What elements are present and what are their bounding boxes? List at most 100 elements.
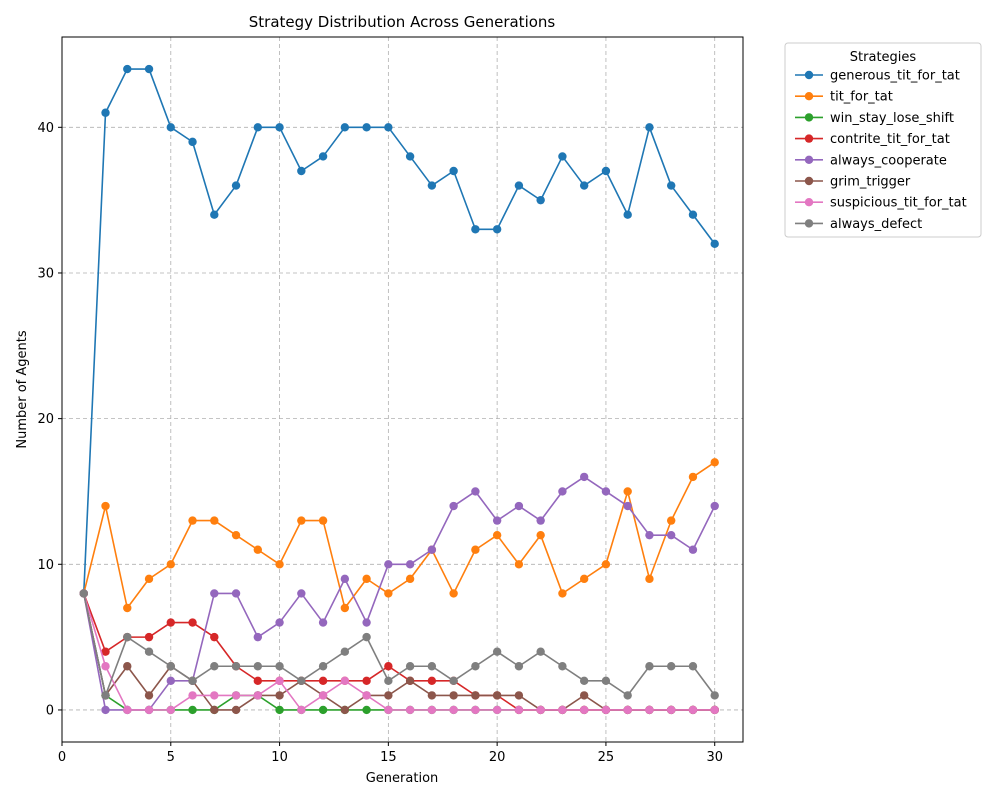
data-point: [318, 516, 328, 525]
data-point: [514, 691, 524, 700]
y-tick-label: 10: [37, 558, 54, 573]
data-point: [318, 705, 328, 715]
data-point: [210, 589, 219, 598]
legend-label: win_stay_lose_shift: [830, 111, 954, 126]
data-point: [123, 705, 132, 715]
data-point: [667, 662, 676, 671]
data-point: [188, 618, 197, 627]
data-point: [79, 589, 88, 598]
legend-item: contrite_tit_for_tat: [795, 132, 950, 147]
data-point: [253, 691, 263, 700]
data-point: [166, 618, 175, 627]
data-point: [427, 691, 437, 700]
data-point: [579, 574, 589, 584]
data-point: [101, 662, 110, 671]
data-point: [166, 676, 175, 686]
data-point: [710, 691, 719, 700]
data-point: [645, 574, 654, 584]
legend-swatch-marker: [804, 134, 814, 143]
data-point: [405, 662, 415, 671]
data-point: [427, 705, 437, 715]
data-point: [144, 632, 154, 642]
data-point: [623, 705, 632, 715]
data-point: [275, 691, 284, 700]
series-tit-for-tat: [79, 458, 719, 613]
y-tick-label: 20: [37, 412, 54, 427]
data-point: [362, 632, 371, 642]
data-point: [601, 676, 611, 686]
series-line: [82, 476, 716, 711]
data-point: [579, 691, 589, 700]
data-point: [384, 589, 393, 598]
data-point: [297, 516, 306, 525]
legend-label: generous_tit_for_tat: [830, 69, 960, 84]
data-point: [144, 574, 154, 584]
data-point: [384, 705, 393, 715]
data-point: [514, 181, 524, 190]
data-point: [166, 560, 175, 569]
series-always-defect: [79, 589, 719, 700]
data-point: [623, 210, 632, 219]
data-point: [601, 560, 611, 569]
legend-item: win_stay_lose_shift: [795, 111, 954, 126]
data-point: [536, 195, 545, 205]
data-point: [492, 647, 502, 656]
legend-item: generous_tit_for_tat: [795, 69, 960, 84]
legend: Strategies generous_tit_for_tat tit_for_t…: [784, 42, 982, 238]
data-point: [405, 705, 415, 715]
data-point: [601, 166, 611, 176]
data-point: [558, 662, 567, 671]
data-point: [623, 487, 632, 496]
data-point: [427, 545, 437, 554]
data-point: [362, 618, 371, 627]
data-point: [231, 589, 241, 598]
data-point: [558, 152, 567, 161]
series-generous-tit-for-tat: [79, 64, 719, 598]
data-point: [405, 676, 415, 686]
data-point: [405, 574, 415, 584]
legend-swatch-marker: [804, 113, 814, 122]
data-point: [123, 632, 132, 642]
legend-label: always_defect: [830, 217, 922, 232]
data-point: [427, 676, 437, 686]
y-tick-label: 30: [37, 266, 54, 281]
data-point: [384, 691, 393, 700]
x-tick-label: 20: [489, 750, 506, 765]
data-point: [645, 705, 654, 715]
data-point: [144, 691, 154, 700]
data-point: [536, 705, 545, 715]
data-point: [579, 181, 589, 190]
legend-item: always_cooperate: [795, 153, 947, 168]
data-point: [210, 210, 219, 219]
data-point: [601, 487, 611, 496]
legend-title: Strategies: [850, 50, 917, 65]
data-point: [710, 239, 719, 249]
legend-item: suspicious_tit_for_tat: [795, 196, 967, 211]
data-point: [188, 137, 197, 147]
x-axis-label: Generation: [366, 771, 439, 786]
data-point: [558, 705, 567, 715]
data-point: [710, 501, 719, 511]
data-point: [253, 632, 263, 642]
data-point: [471, 691, 480, 700]
data-point: [384, 560, 393, 569]
series-line: [82, 461, 716, 609]
legend-swatch-marker: [804, 198, 814, 207]
data-point: [667, 516, 676, 525]
data-point: [275, 123, 284, 132]
data-point: [231, 181, 241, 190]
legend-swatch-marker: [804, 70, 814, 80]
data-point: [144, 64, 154, 74]
data-point: [449, 705, 458, 715]
data-point: [123, 64, 132, 74]
legend-label: grim_trigger: [830, 175, 911, 190]
data-point: [492, 530, 502, 540]
data-point: [471, 662, 480, 671]
data-point: [601, 705, 611, 715]
series-line: [83, 593, 715, 711]
data-point: [492, 691, 502, 700]
series-grim-trigger: [79, 589, 719, 715]
data-point: [492, 516, 502, 525]
data-point: [536, 530, 545, 540]
